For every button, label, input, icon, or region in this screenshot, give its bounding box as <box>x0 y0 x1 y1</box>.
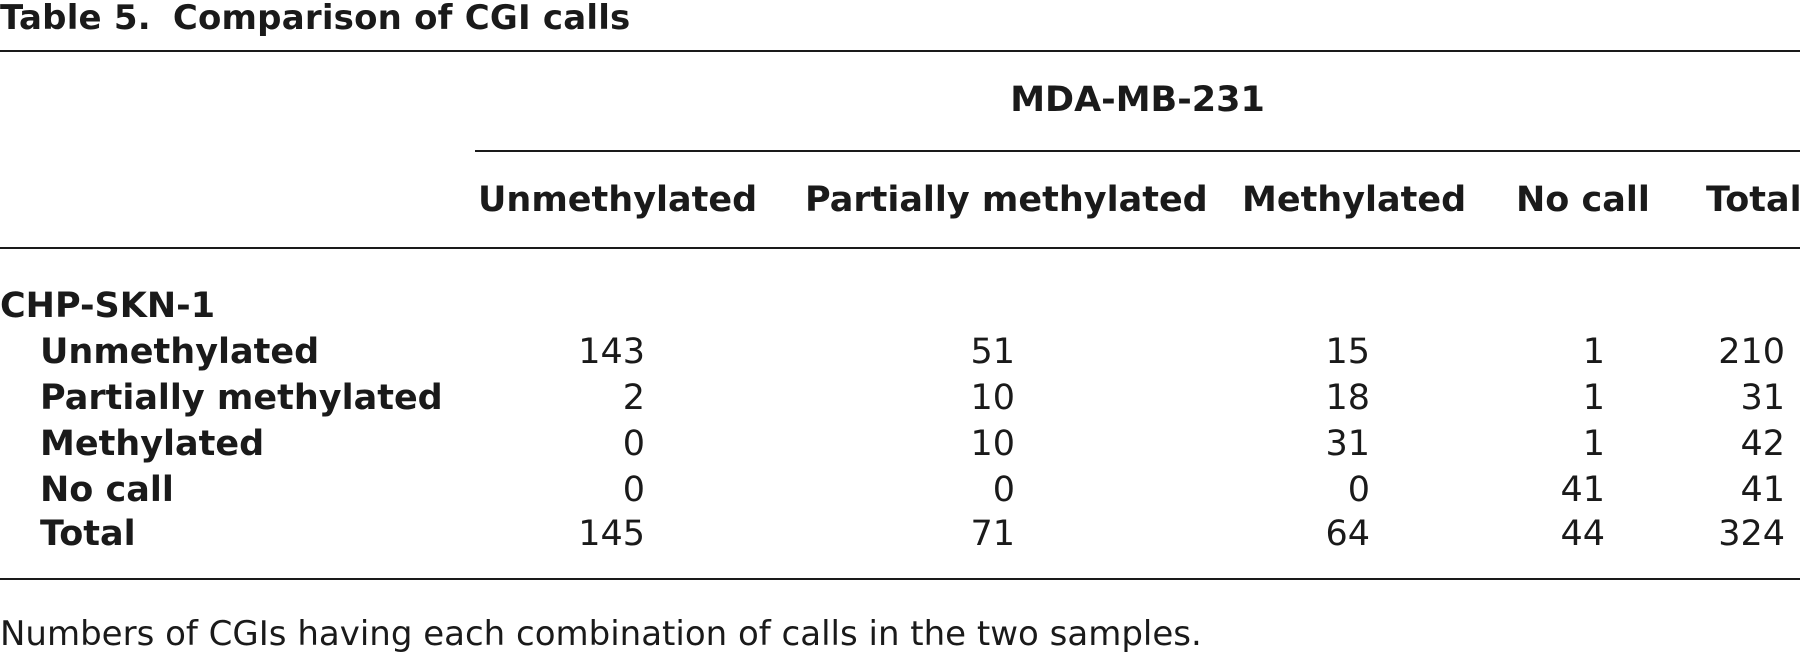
table-cell: 18 <box>1325 378 1370 418</box>
row-label: Unmethylated <box>40 332 320 372</box>
table-cell: 1 <box>1582 332 1605 372</box>
row-label: Methylated <box>40 424 265 464</box>
table-cell: 42 <box>1740 424 1785 464</box>
table-cell: 10 <box>970 378 1015 418</box>
row-label: No call <box>40 470 174 510</box>
table-cell: 0 <box>622 470 645 510</box>
column-header-partially-methylated: Partially methylated <box>805 180 1208 220</box>
table-cell: 1 <box>1582 424 1605 464</box>
column-group-rule <box>475 150 1800 152</box>
table-footnote: Numbers of CGIs having each combination … <box>0 614 1202 654</box>
table-caption: Comparison of CGI calls <box>172 0 631 38</box>
table-label: Table 5. <box>0 0 151 38</box>
column-header-methylated: Methylated <box>1242 180 1467 220</box>
table-cell: 64 <box>1325 514 1370 554</box>
row-label-total: Total <box>40 514 136 554</box>
column-header-no-call: No call <box>1516 180 1650 220</box>
table-cell: 71 <box>970 514 1015 554</box>
table-title: Table 5. Comparison of CGI calls <box>0 0 631 40</box>
table-cell: 44 <box>1560 514 1605 554</box>
table-cell: 51 <box>970 332 1015 372</box>
table-cell: 31 <box>1740 378 1785 418</box>
table-cell: 2 <box>622 378 645 418</box>
column-header-total: Total <box>1706 180 1800 220</box>
table-cell: 210 <box>1718 332 1785 372</box>
table-cell: 10 <box>970 424 1015 464</box>
row-group-label: CHP-SKN-1 <box>0 286 216 326</box>
bottom-rule <box>0 578 1800 580</box>
table-cell: 145 <box>578 514 645 554</box>
header-rule <box>0 247 1800 249</box>
table-cell: 143 <box>578 332 645 372</box>
column-header-unmethylated: Unmethylated <box>478 180 758 220</box>
table-cell: 41 <box>1560 470 1605 510</box>
top-rule <box>0 50 1800 52</box>
table-cell: 0 <box>622 424 645 464</box>
table-cell: 0 <box>1347 470 1370 510</box>
table-cell: 31 <box>1325 424 1370 464</box>
column-group-header: MDA-MB-231 <box>1010 80 1265 120</box>
table-cell: 15 <box>1325 332 1370 372</box>
row-label: Partially methylated <box>40 378 443 418</box>
table-cell: 41 <box>1740 470 1785 510</box>
table-cell: 324 <box>1718 514 1785 554</box>
table-cell: 0 <box>992 470 1015 510</box>
table-cell: 1 <box>1582 378 1605 418</box>
